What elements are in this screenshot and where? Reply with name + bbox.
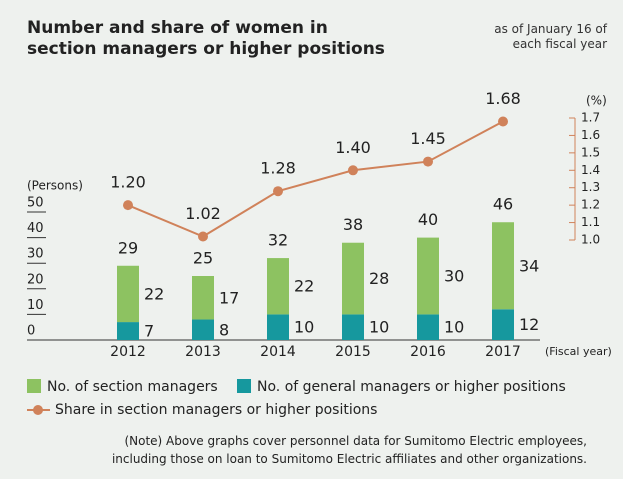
chart-title: Number and share of women in section man… <box>27 18 385 59</box>
y2-tick-label: 1.7 <box>581 111 600 125</box>
total-label: 40 <box>418 210 438 229</box>
bar-value-label: 8 <box>219 320 229 339</box>
x-tick-label: 2017 <box>485 344 521 360</box>
line-value-label: 1.45 <box>410 129 446 148</box>
bar <box>117 322 139 340</box>
line-marker <box>423 156 433 167</box>
chart-subtitle: as of January 16 of each fiscal year <box>494 22 607 51</box>
bar-value-label: 28 <box>369 269 389 288</box>
bar <box>417 314 439 340</box>
bar <box>267 258 289 315</box>
y2-tick-label: 1.3 <box>581 180 600 194</box>
legend-label: No. of general managers or higher positi… <box>257 379 566 395</box>
y2-tick-label: 1.5 <box>581 145 600 159</box>
y2-tick-label: 1.2 <box>581 198 600 212</box>
line-value-label: 1.02 <box>185 204 221 223</box>
y-axis-label: (Persons) <box>27 179 83 193</box>
line-marker <box>123 200 133 211</box>
bar <box>342 314 364 340</box>
bar <box>117 265 139 323</box>
legend-swatch <box>237 379 251 393</box>
bar-value-label: 10 <box>444 318 464 337</box>
bar-value-label: 22 <box>294 277 314 296</box>
line-marker <box>498 116 508 127</box>
legend-marker <box>33 405 43 415</box>
x-tick-label: 2014 <box>260 344 296 360</box>
x-axis-label: (Fiscal year) <box>545 345 612 358</box>
y-tick-label: 30 <box>27 247 44 262</box>
y-tick-label: 10 <box>27 298 44 313</box>
line-value-label: 1.28 <box>260 159 296 178</box>
total-label: 29 <box>118 238 138 257</box>
bar-value-label: 7 <box>144 322 154 341</box>
total-label: 25 <box>193 249 213 268</box>
x-tick-label: 2013 <box>185 344 221 360</box>
line-marker <box>348 165 358 176</box>
y2-tick-label: 1.1 <box>581 215 600 229</box>
bar-value-label: 34 <box>519 256 539 275</box>
total-label: 32 <box>268 231 288 250</box>
line-marker <box>198 231 208 242</box>
bar-value-label: 10 <box>294 318 314 337</box>
x-tick-label: 2016 <box>410 344 446 360</box>
bar-value-label: 10 <box>369 318 389 337</box>
bar <box>342 242 364 315</box>
bar-value-label: 30 <box>444 267 464 286</box>
bar-value-label: 22 <box>144 284 164 303</box>
legend-swatch <box>27 379 41 393</box>
bar-value-label: 12 <box>519 315 539 334</box>
y2-axis-label: (%) <box>586 94 607 108</box>
y2-tick-label: 1.0 <box>581 233 600 247</box>
line-marker <box>273 186 283 197</box>
note: (Note) Above graphs cover personnel data… <box>111 434 587 466</box>
line-value-label: 1.20 <box>110 173 146 192</box>
y-tick-label: 40 <box>27 221 44 236</box>
line <box>127 120 504 238</box>
total-label: 46 <box>493 195 513 214</box>
legend-label: No. of section managers <box>47 379 218 395</box>
y2-tick-label: 1.6 <box>581 128 600 142</box>
bar <box>492 222 514 310</box>
bar <box>417 237 439 315</box>
y-tick-label: 50 <box>27 196 44 211</box>
y-tick-label: 20 <box>27 272 44 287</box>
x-tick-label: 2015 <box>335 344 371 360</box>
bar-value-label: 17 <box>219 288 239 307</box>
bar <box>192 276 214 320</box>
x-tick-label: 2012 <box>110 344 146 360</box>
y-tick-label: 0 <box>27 324 35 339</box>
total-label: 38 <box>343 215 363 234</box>
bar <box>192 319 214 340</box>
line-value-label: 1.40 <box>335 138 371 157</box>
legend-label: Share in section managers or higher posi… <box>55 402 377 418</box>
bar <box>267 314 289 340</box>
line-value-label: 1.68 <box>485 89 521 108</box>
bar <box>492 309 514 340</box>
y2-tick-label: 1.4 <box>581 163 600 177</box>
